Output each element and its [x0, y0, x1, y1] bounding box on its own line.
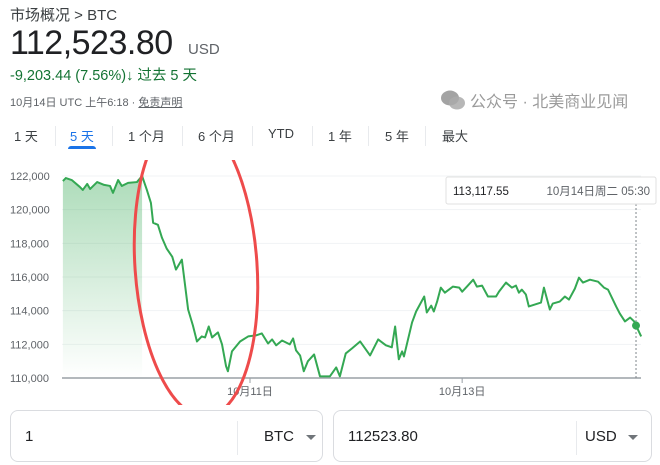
disclaimer-link[interactable]: 免责声明 — [138, 97, 183, 109]
divider — [237, 421, 238, 455]
chevron-down-icon[interactable] — [306, 435, 316, 440]
tab-5[interactable]: 1 年 — [328, 129, 352, 144]
y-tick-label: 118,000 — [10, 238, 49, 250]
current-price: 112,523.80 — [10, 24, 173, 62]
tooltip-box — [445, 176, 657, 205]
tab-separator — [312, 126, 313, 146]
price-change: -9,203.44 (7.56%)↓ 过去 5 天 — [10, 64, 197, 85]
watermark: 公众号 · 北美商业见闻 — [440, 88, 628, 112]
y-tick-label: 112,000 — [10, 339, 49, 351]
wechat-icon — [441, 90, 465, 110]
tooltip-time: 10月14日周二 05:30 — [546, 185, 650, 198]
x-tick-label: 10月13日 — [439, 386, 485, 398]
tab-separator — [55, 126, 56, 146]
annotation-ellipse — [132, 160, 260, 405]
arrow-down-icon: ↓ — [126, 68, 134, 84]
timestamp: 10月14日 UTC 上午6:18 · 免责声明 — [10, 94, 182, 110]
tab-2[interactable]: 1 个月 — [128, 129, 165, 144]
area-fill — [62, 176, 143, 378]
price-line — [62, 175, 643, 378]
to-currency-select[interactable]: USD — [585, 428, 617, 445]
to-amount-box: 112523.80 USD — [333, 410, 652, 462]
tab-separator — [182, 126, 183, 146]
tab-6[interactable]: 5 年 — [385, 129, 409, 144]
breadcrumb[interactable]: 市场概况 > BTC — [10, 7, 118, 24]
divider — [576, 421, 577, 455]
tab-separator — [252, 126, 253, 146]
to-amount-input[interactable]: 112523.80 — [348, 428, 418, 445]
y-tick-label: 114,000 — [10, 306, 49, 318]
tab-separator — [368, 126, 369, 146]
tab-1[interactable]: 5 天 — [68, 126, 96, 150]
tab-separator — [425, 126, 426, 146]
tab-separator — [112, 126, 113, 146]
change-period: 过去 5 天 — [137, 68, 197, 84]
tab-7[interactable]: 最大 — [442, 129, 469, 144]
from-amount-input[interactable]: 1 — [25, 428, 34, 445]
y-tick-label: 122,000 — [10, 171, 50, 183]
change-value: -9,203.44 (7.56%) — [10, 68, 127, 84]
y-tick-label: 110,000 — [10, 373, 49, 385]
highlight-point — [632, 321, 641, 330]
y-tick-label: 116,000 — [10, 272, 49, 284]
tooltip-value: 113,117.55 — [453, 186, 509, 198]
y-tick-label: 120,000 — [10, 205, 50, 217]
price-chart[interactable]: 110,000 112,000 114,000 116,000 118,000 120,0… — [0, 160, 660, 405]
tab-3[interactable]: 6 个月 — [198, 129, 235, 144]
from-currency-select[interactable]: BTC — [264, 428, 294, 445]
watermark-text: 公众号 · 北美商业见闻 — [470, 94, 629, 111]
chevron-down-icon[interactable] — [628, 435, 638, 440]
tab-4[interactable]: YTD — [268, 126, 294, 141]
timestamp-text: 10月14日 UTC 上午6:18 · — [10, 97, 139, 109]
from-amount-box: 1 BTC — [10, 410, 323, 462]
price-currency: USD — [188, 41, 220, 58]
tab-0[interactable]: 1 天 — [14, 129, 38, 144]
